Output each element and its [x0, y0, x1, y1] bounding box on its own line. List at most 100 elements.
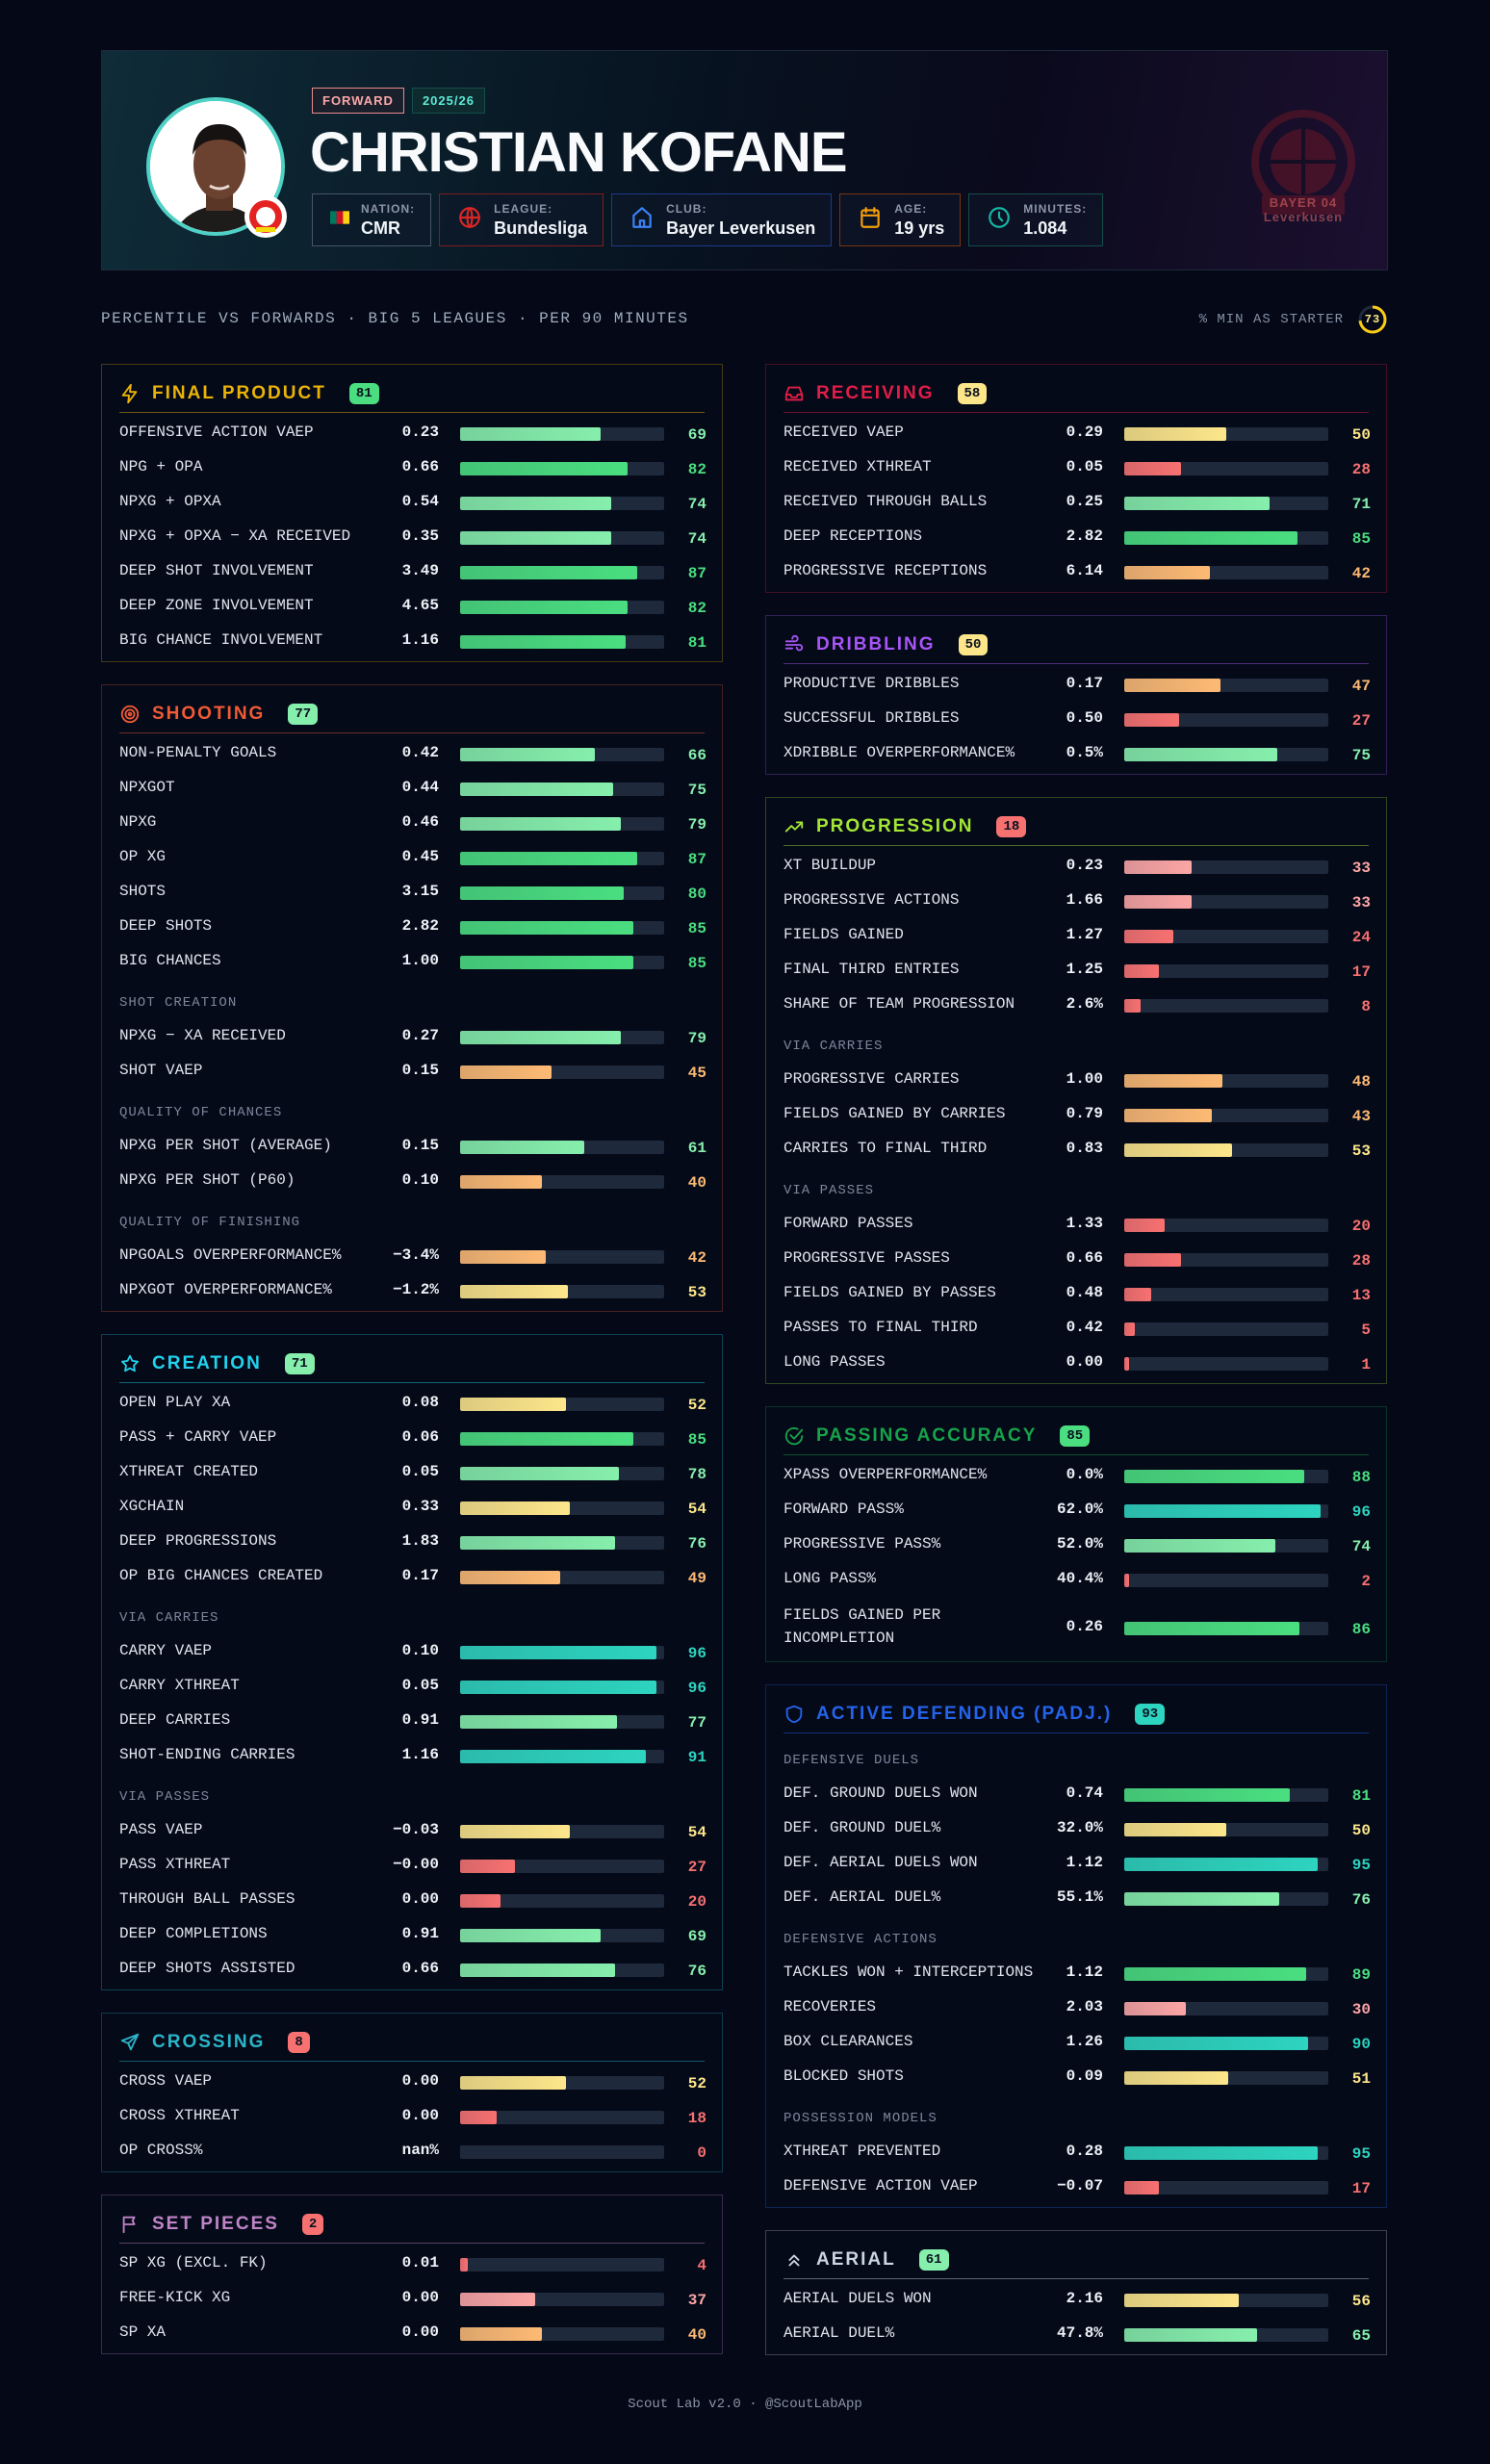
metric-label: RECEIVED THROUGH BALLS [784, 493, 988, 510]
percentile-bar-fill [460, 1894, 501, 1908]
panel-header: FINAL PRODUCT 81 [119, 374, 705, 413]
percentile-bar-fill [460, 2111, 498, 2124]
panel-progression: PROGRESSION 18 XT BUILDUP 0.23 33 PROGRESSIVE… [765, 797, 1387, 1384]
metric-value: 0.74 [1066, 1784, 1103, 1802]
metric-value: 0.23 [1066, 857, 1103, 874]
metric-row: DEEP RECEPTIONS 2.82 85 [784, 519, 1371, 553]
percentile-bar [460, 1860, 664, 1873]
metric-value: 0.00 [401, 2072, 439, 2090]
subsection-label: QUALITY OF CHANCES [119, 1105, 283, 1120]
metric-label: NPXGOT OVERPERFORMANCE% [119, 1281, 332, 1298]
percentile-bar-fill [460, 1646, 656, 1659]
metric-label: THROUGH BALL PASSES [119, 1890, 295, 1908]
percentile-bar [460, 1031, 664, 1044]
metric-label: PROGRESSIVE RECEPTIONS [784, 562, 988, 579]
percentile-value: 86 [1351, 1621, 1371, 1638]
percentile-bar-fill [1124, 999, 1141, 1013]
metric-label: XTHREAT PREVENTED [784, 2143, 941, 2160]
metric-label: DEFENSIVE ACTION VAEP [784, 2177, 978, 2194]
percentile-bar-fill [460, 1964, 616, 1977]
info-value: Bundesliga [494, 218, 588, 238]
metric-row: SHOT VAEP 0.15 45 [119, 1053, 706, 1088]
metric-value: 0.91 [401, 1925, 439, 1942]
metric-row: SHOT-ENDING CARRIES 1.16 91 [119, 1737, 706, 1772]
percentile-value: 53 [687, 1284, 706, 1301]
metric-row: DEEP PROGRESSIONS 1.83 76 [119, 1524, 706, 1558]
percentile-bar [460, 1065, 664, 1079]
metric-value: 0.66 [401, 1960, 439, 1977]
percentile-bar [460, 1750, 664, 1763]
metric-row: XT BUILDUP 0.23 33 [784, 848, 1371, 883]
percentile-value: 74 [687, 530, 706, 548]
panel-score-badge: 2 [301, 2213, 324, 2235]
metric-value: 1.16 [401, 1746, 439, 1763]
percentile-bar-fill [460, 956, 634, 969]
percentile-bar [460, 1175, 664, 1189]
percentile-bar-fill [460, 1250, 547, 1264]
metric-value: 0.0% [1066, 1466, 1103, 1483]
percentile-value: 54 [687, 1824, 706, 1841]
percentile-bar [460, 601, 664, 614]
percentile-bar [1124, 1470, 1328, 1483]
percentile-bar [1124, 895, 1328, 909]
globe-icon [457, 205, 482, 235]
percentile-bar [1124, 713, 1328, 727]
metric-label: SP XG (EXCL. FK) [119, 2254, 268, 2272]
metric-row: AERIAL DUEL% 47.8% 65 [784, 2316, 1371, 2350]
percentile-value: 89 [1351, 1966, 1371, 1984]
percentile-value: 88 [1351, 1469, 1371, 1486]
metric-value: 1.83 [401, 1532, 439, 1550]
metric-label: DEEP CARRIES [119, 1711, 231, 1729]
metric-value: 0.5% [1066, 744, 1103, 761]
metric-label: XT BUILDUP [784, 857, 877, 874]
metric-label: LONG PASSES [784, 1353, 886, 1371]
percentile-bar [460, 1432, 664, 1446]
metric-label: DEF. AERIAL DUEL% [784, 1888, 941, 1906]
metric-value: 0.50 [1066, 709, 1103, 727]
percentile-bar [1124, 1074, 1328, 1088]
percentile-value: 74 [1351, 1538, 1371, 1555]
metric-label: PASS VAEP [119, 1821, 203, 1838]
metric-row: DEEP SHOTS ASSISTED 0.66 76 [119, 1951, 706, 1986]
metric-row: XTHREAT CREATED 0.05 78 [119, 1454, 706, 1489]
panel-title: RECEIVING [816, 382, 935, 403]
metric-label: XDRIBBLE OVERPERFORMANCE% [784, 744, 1015, 761]
percentile-value: 37 [687, 2292, 706, 2309]
percentile-bar [1124, 1622, 1328, 1635]
metric-row: PROGRESSIVE CARRIES 1.00 48 [784, 1062, 1371, 1096]
percentile-bar [1124, 1574, 1328, 1587]
min-as-starter: % MIN AS STARTER 73 [1199, 304, 1388, 335]
percentile-bar-fill [1124, 2071, 1229, 2085]
metric-value: 0.15 [401, 1137, 439, 1154]
metric-value: 0.66 [401, 458, 439, 475]
chevrons-up-icon [784, 2249, 805, 2271]
trending-up-icon [784, 816, 805, 837]
percentile-bar [1124, 497, 1328, 510]
subsection-label: VIA PASSES [119, 1789, 211, 1805]
percentile-value: 75 [1351, 747, 1371, 764]
percentile-bar-fill [1124, 427, 1226, 441]
percentile-value: 18 [687, 2110, 706, 2127]
starter-value: 73 [1364, 313, 1381, 326]
percentile-bar-fill [1124, 2146, 1319, 2160]
percentile-value: 24 [1351, 929, 1371, 946]
percentile-bar-fill [1124, 1504, 1321, 1518]
metric-row: FIELDS GAINED BY CARRIES 0.79 43 [784, 1096, 1371, 1131]
target-icon [119, 704, 141, 725]
subsection-label: POSSESSION MODELS [784, 2111, 938, 2126]
percentile-value: 74 [687, 496, 706, 513]
percentile-value: 85 [687, 920, 706, 937]
percentile-value: 85 [687, 1431, 706, 1449]
info-box-minutes: MINUTES: 1.084 [968, 193, 1104, 246]
metric-value: −0.03 [392, 1821, 439, 1838]
percentile-value: 4 [697, 2257, 706, 2274]
percentile-bar-fill [1124, 1539, 1275, 1553]
percentile-value: 49 [687, 1570, 706, 1587]
info-value: Bayer Leverkusen [666, 218, 816, 238]
metric-row: NON-PENALTY GOALS 0.42 66 [119, 735, 706, 770]
metric-value: 4.65 [401, 597, 439, 614]
metric-label: OP BIG CHANCES CREATED [119, 1567, 323, 1584]
metric-value: 0.05 [401, 1463, 439, 1480]
panel-score-badge: 93 [1135, 1703, 1166, 1725]
metric-label: NPXG PER SHOT (AVERAGE) [119, 1137, 332, 1154]
